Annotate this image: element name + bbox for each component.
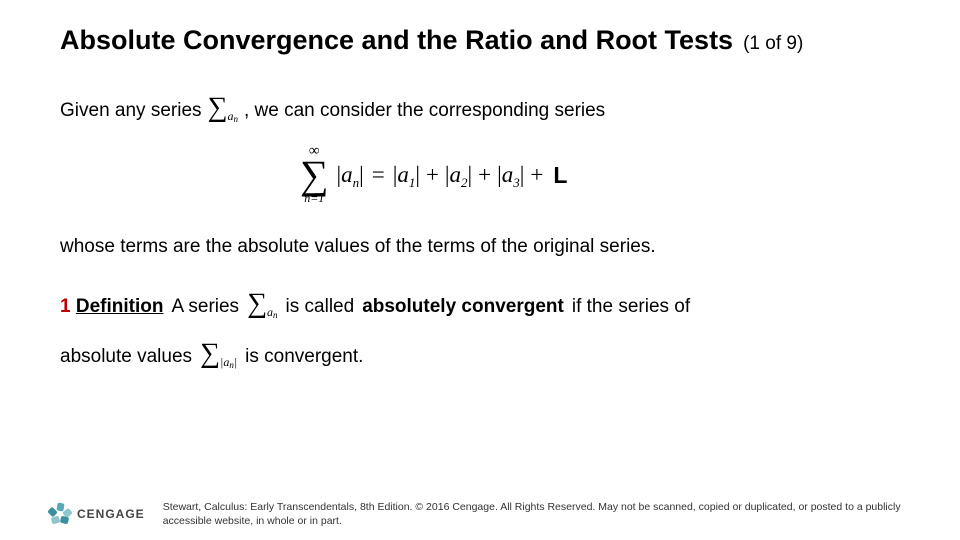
- cengage-logo-icon: [50, 503, 72, 525]
- abs-an: |an|: [335, 162, 366, 188]
- intro-line-1: Given any series ∑ an , we can consider …: [60, 94, 930, 122]
- page-title: Absolute Convergence and the Ratio and R…: [60, 24, 733, 56]
- ellipsis-tail: L: [547, 162, 569, 189]
- sigma-lower-limit: n=1: [304, 191, 324, 205]
- definition-word: Definition: [76, 296, 164, 317]
- footer: CENGAGE Stewart, Calculus: Early Transce…: [0, 500, 960, 528]
- definition-line-2: absolute values ∑ |an| is convergent.: [60, 340, 930, 368]
- cengage-logo-text: CENGAGE: [77, 507, 145, 521]
- text-is-called: is called: [286, 296, 355, 318]
- formula-absolute-series: ∞ ∑ n=1 |an| = |a1| + |a2| + |a3| + L: [300, 144, 930, 205]
- abs-a3: |a3|: [495, 162, 526, 188]
- sigma-icon: ∑: [300, 159, 329, 191]
- text-absolute-values: absolute values: [60, 346, 192, 368]
- text-a-series: A series: [171, 296, 239, 318]
- page-counter: (1 of 9): [743, 33, 803, 55]
- definition-line-1: 1 Definition A series ∑ an is called abs…: [60, 290, 930, 318]
- abs-a2: |a2|: [443, 162, 474, 188]
- formula-body: |an| = |a1| + |a2| + |a3| + L: [333, 162, 570, 189]
- sigma-icon: ∑: [247, 290, 267, 318]
- text-if-the-series-of: if the series of: [572, 296, 690, 318]
- cengage-logo: CENGAGE: [50, 503, 145, 525]
- big-sigma: ∞ ∑ n=1: [300, 144, 329, 205]
- title-row: Absolute Convergence and the Ratio and R…: [60, 24, 930, 56]
- definition-label: 1 Definition: [60, 296, 163, 318]
- plus-sign: +: [526, 162, 547, 188]
- copyright-text: Stewart, Calculus: Early Transcendentals…: [163, 500, 930, 528]
- sigma-an-inline: ∑ an: [208, 94, 238, 122]
- plus-sign: +: [422, 162, 443, 188]
- intro-line-3: whose terms are the absolute values of t…: [60, 236, 930, 258]
- sigma-abs-an-inline: ∑ |an|: [200, 340, 237, 368]
- text-given-any-series: Given any series: [60, 100, 202, 122]
- equals-sign: =: [366, 162, 391, 188]
- sigma-icon: ∑: [200, 340, 220, 368]
- text-is-convergent: is convergent.: [245, 346, 363, 368]
- var-n: n: [273, 310, 278, 320]
- sigma-icon: ∑: [208, 94, 228, 122]
- var-n: n: [233, 114, 238, 124]
- text-we-can-consider: , we can consider the corresponding seri…: [244, 100, 605, 122]
- text-absolutely-convergent: absolutely convergent: [362, 296, 564, 318]
- abs-an-sub: |an|: [220, 355, 237, 370]
- plus-sign: +: [474, 162, 495, 188]
- slide-page: Absolute Convergence and the Ratio and R…: [0, 0, 960, 540]
- definition-number: 1: [60, 296, 71, 317]
- abs-a1: |a1|: [391, 162, 422, 188]
- sigma-an-inline: ∑ an: [247, 290, 277, 318]
